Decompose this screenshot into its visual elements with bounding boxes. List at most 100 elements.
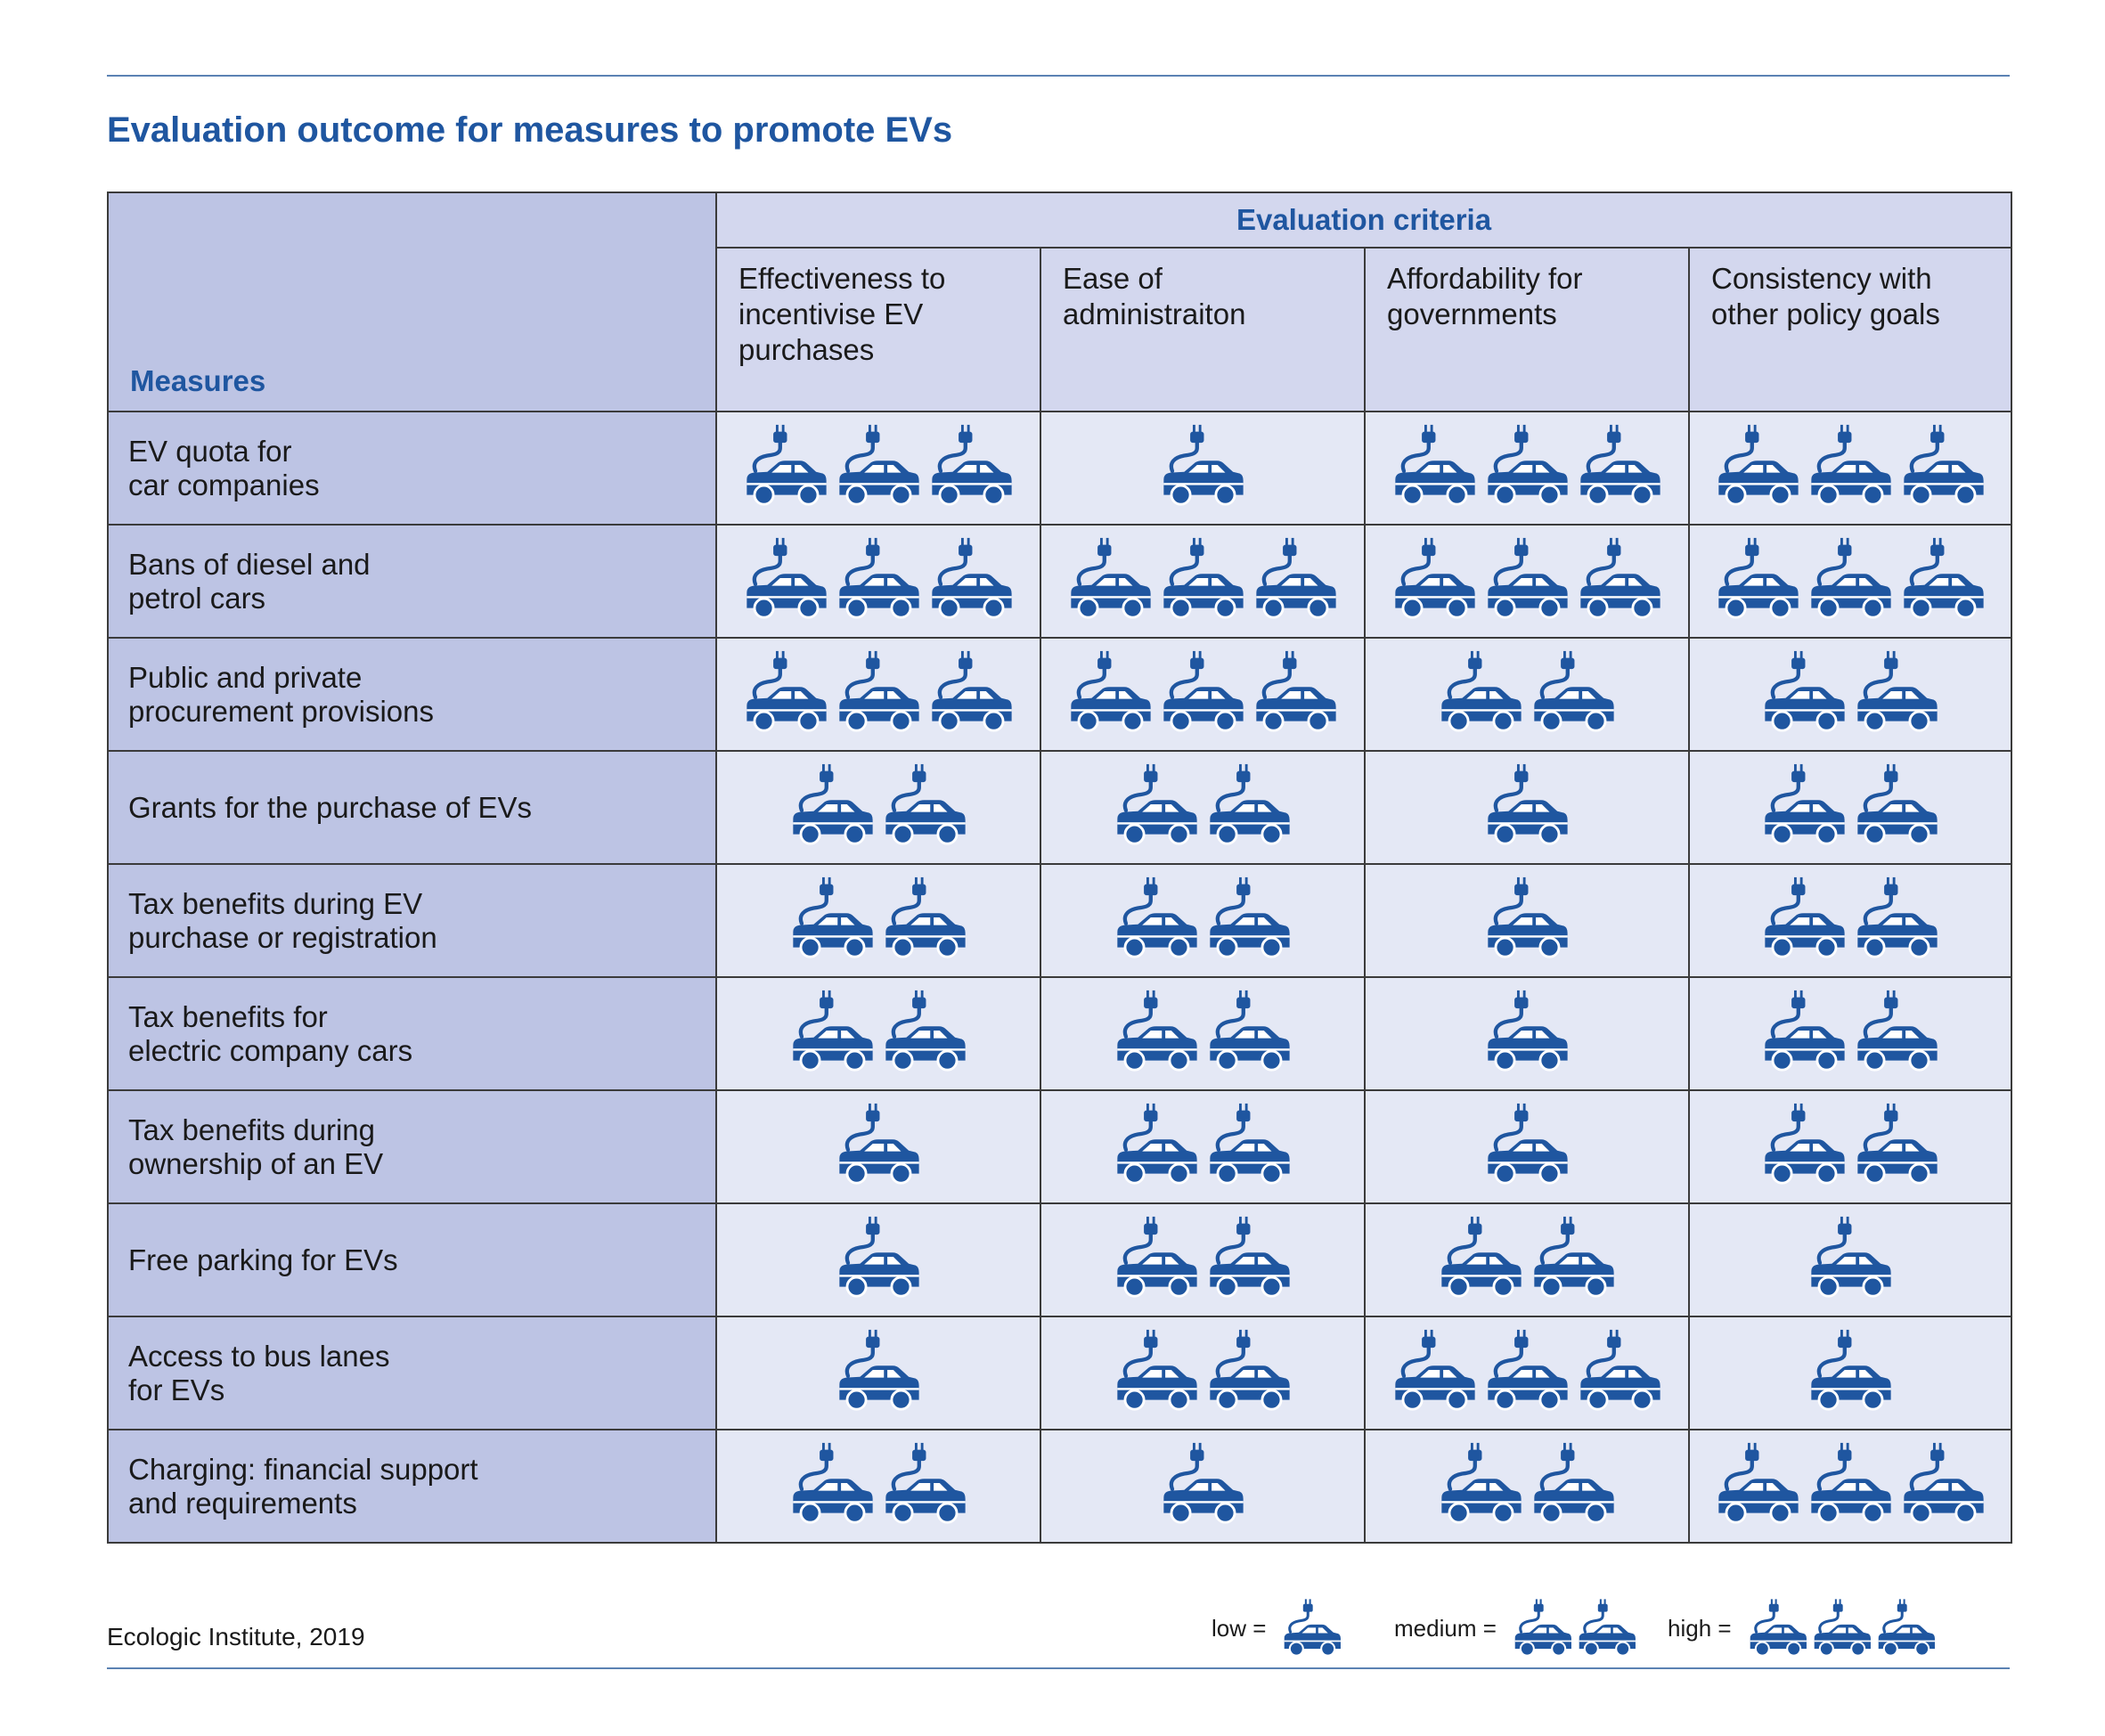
electric-car-icon bbox=[882, 989, 968, 1074]
rating-icons bbox=[836, 1215, 922, 1300]
rating-body: EV quota for car companies Bans of diesel… bbox=[107, 411, 2013, 1544]
electric-car-icon bbox=[1438, 1441, 1524, 1527]
electric-car-icon bbox=[1484, 423, 1571, 509]
rating-icons bbox=[743, 536, 1015, 622]
electric-car-icon bbox=[836, 649, 922, 735]
electric-car-icon bbox=[789, 876, 876, 961]
electric-car-icon bbox=[1391, 536, 1478, 622]
rating-cell bbox=[715, 1316, 1041, 1430]
rating-icons bbox=[1484, 762, 1571, 848]
electric-car-icon bbox=[1530, 1215, 1617, 1300]
rating-cell bbox=[715, 524, 1041, 639]
evaluation-table: Measures Evaluation criteria Effectivene… bbox=[107, 192, 2013, 1544]
legend-high-label: high = bbox=[1668, 1614, 1732, 1642]
rating-cell bbox=[1364, 1202, 1690, 1317]
rating-cell bbox=[1040, 1089, 1366, 1204]
rating-icons bbox=[836, 1102, 922, 1187]
rating-icons bbox=[743, 649, 1015, 735]
rating-cell bbox=[1687, 976, 2013, 1091]
rating-cell bbox=[1687, 1316, 2013, 1430]
electric-car-icon bbox=[1761, 1102, 1848, 1187]
rating-cell bbox=[715, 637, 1041, 752]
rating-icons bbox=[1715, 423, 1987, 509]
criterion-consistency: Consistency with other policy goals bbox=[1687, 247, 2013, 412]
rating-icons bbox=[1715, 1441, 1987, 1527]
measure-label: Free parking for EVs bbox=[107, 1202, 717, 1317]
rating-cell bbox=[1040, 1202, 1366, 1317]
electric-car-icon bbox=[1761, 649, 1848, 735]
rating-icons bbox=[1807, 1328, 1894, 1414]
rating-icons bbox=[789, 876, 968, 961]
rating-cell bbox=[715, 976, 1041, 1091]
electric-car-icon bbox=[1577, 423, 1663, 509]
rating-icons bbox=[1761, 762, 1940, 848]
electric-car-icon bbox=[882, 1441, 968, 1527]
electric-car-icon bbox=[1114, 876, 1200, 961]
rating-cell bbox=[715, 411, 1041, 526]
rating-icons bbox=[836, 1328, 922, 1414]
electric-car-icon bbox=[1484, 876, 1571, 961]
electric-car-icon bbox=[1577, 1598, 1637, 1659]
rating-cell bbox=[715, 1429, 1041, 1544]
criteria-header: Evaluation criteria bbox=[714, 192, 2013, 249]
electric-car-icon bbox=[836, 423, 922, 509]
electric-car-icon bbox=[1067, 649, 1154, 735]
measure-label: Tax benefits during ownership of an EV bbox=[107, 1089, 717, 1204]
electric-car-icon bbox=[743, 423, 829, 509]
rating-icons bbox=[1067, 536, 1339, 622]
legend-medium: medium = bbox=[1394, 1594, 1637, 1662]
electric-car-icon bbox=[1484, 1328, 1571, 1414]
electric-car-icon bbox=[1160, 536, 1246, 622]
electric-car-icon bbox=[1807, 423, 1894, 509]
electric-car-icon bbox=[1114, 762, 1200, 848]
page-title: Evaluation outcome for measures to promo… bbox=[107, 110, 953, 150]
rating-icons bbox=[1484, 876, 1571, 961]
table-row: Charging: financial support and requirem… bbox=[107, 1429, 2013, 1544]
electric-car-icon bbox=[882, 876, 968, 961]
electric-car-icon bbox=[743, 536, 829, 622]
rating-cell bbox=[1687, 1089, 2013, 1204]
measure-label: Tax benefits during EV purchase or regis… bbox=[107, 863, 717, 978]
electric-car-icon bbox=[836, 1328, 922, 1414]
electric-car-icon bbox=[1854, 989, 1940, 1074]
electric-car-icon bbox=[1484, 1102, 1571, 1187]
rating-cell bbox=[1040, 976, 1366, 1091]
electric-car-icon bbox=[1114, 1102, 1200, 1187]
source-note: Ecologic Institute, 2019 bbox=[107, 1623, 365, 1650]
electric-car-icon bbox=[789, 989, 876, 1074]
electric-car-icon bbox=[789, 762, 876, 848]
legend-medium-icons bbox=[1513, 1598, 1637, 1659]
rating-icons bbox=[1114, 1328, 1293, 1414]
legend-medium-label: medium = bbox=[1394, 1614, 1497, 1642]
legend-low: low = bbox=[1212, 1594, 1342, 1662]
rating-icons bbox=[1114, 989, 1293, 1074]
measure-label: Bans of diesel and petrol cars bbox=[107, 524, 717, 639]
table-row: Access to bus lanes for EVs bbox=[107, 1316, 2013, 1430]
electric-car-icon bbox=[1807, 1328, 1894, 1414]
rating-icons bbox=[789, 1441, 968, 1527]
rating-cell bbox=[1687, 637, 2013, 752]
rating-cell bbox=[1687, 750, 2013, 865]
criterion-ease-of-administration: Ease of administraiton bbox=[1040, 247, 1366, 412]
rating-icons bbox=[1438, 1441, 1617, 1527]
rating-icons bbox=[1160, 1441, 1246, 1527]
electric-car-icon bbox=[1114, 1215, 1200, 1300]
electric-car-icon bbox=[1761, 876, 1848, 961]
electric-car-icon bbox=[1206, 1102, 1293, 1187]
electric-car-icon bbox=[1160, 649, 1246, 735]
rating-cell bbox=[1040, 1429, 1366, 1544]
electric-car-icon bbox=[1252, 536, 1339, 622]
rating-icons bbox=[789, 989, 968, 1074]
electric-car-icon bbox=[1854, 1102, 1940, 1187]
rating-cell bbox=[1040, 411, 1366, 526]
electric-car-icon bbox=[1160, 1441, 1246, 1527]
rating-cell bbox=[1687, 1202, 2013, 1317]
rating-icons bbox=[1160, 423, 1246, 509]
rating-icons bbox=[1114, 762, 1293, 848]
rating-icons bbox=[1761, 649, 1940, 735]
electric-car-icon bbox=[1812, 1598, 1872, 1659]
rating-icons bbox=[1391, 536, 1663, 622]
rating-icons bbox=[789, 762, 968, 848]
rating-cell bbox=[1364, 637, 1690, 752]
measure-label: Tax benefits for electric company cars bbox=[107, 976, 717, 1091]
